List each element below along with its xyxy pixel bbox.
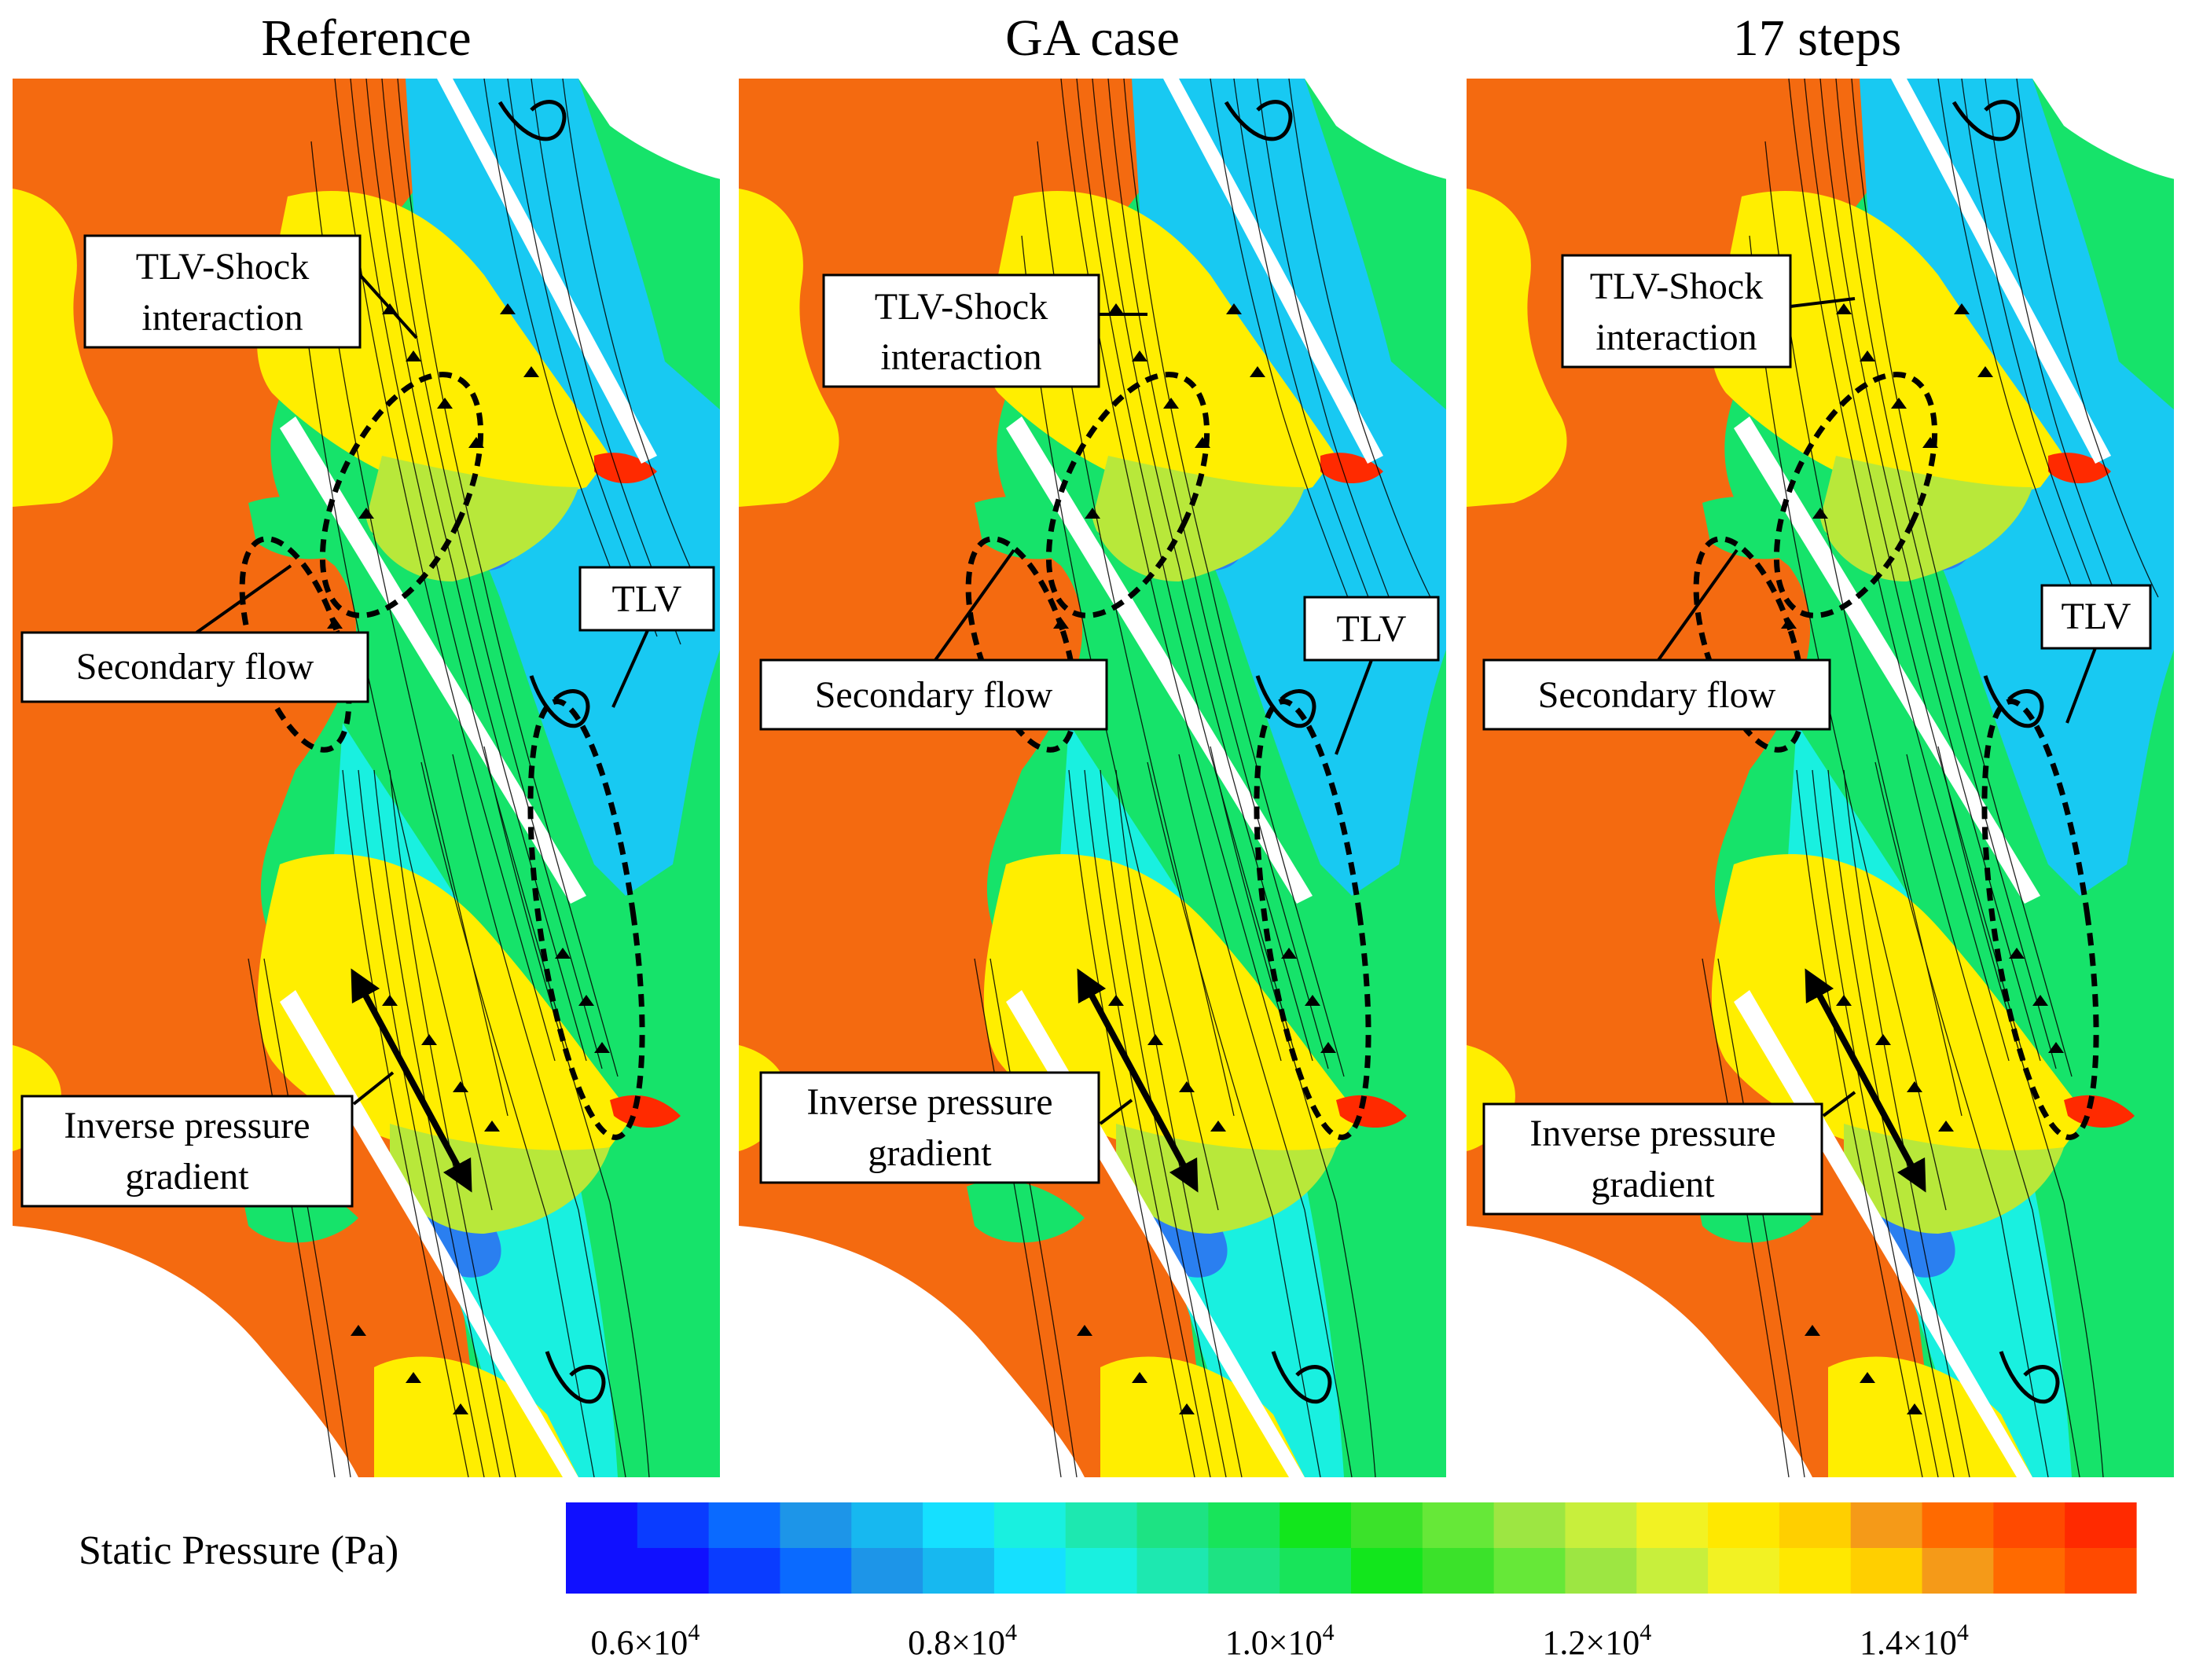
colorbar-swatch xyxy=(993,1548,1067,1594)
colorbar-ticks: 0.6×104 0.8×104 1.0×104 1.2×104 1.4×104 xyxy=(590,1619,1968,1662)
colorbar-swatch xyxy=(1065,1502,1138,1548)
colorbar-swatch xyxy=(1636,1548,1709,1594)
colorbar-swatch xyxy=(1850,1548,1923,1594)
panel-title-reference: Reference xyxy=(261,9,471,67)
colorbar-swatch xyxy=(1565,1502,1637,1548)
colorbar-swatch xyxy=(851,1548,923,1594)
colorbar-swatch xyxy=(1065,1548,1138,1594)
svg-text:TLV-Shock: TLV-Shock xyxy=(136,246,309,288)
colorbar-swatch xyxy=(1708,1548,1780,1594)
colorbar-tick-label: 1.0×104 xyxy=(1225,1619,1335,1662)
colorbar-swatch xyxy=(1351,1548,1423,1594)
colorbar xyxy=(566,1502,2137,1594)
colorbar-swatch xyxy=(1422,1548,1495,1594)
colorbar-swatch xyxy=(637,1502,710,1548)
svg-text:interaction: interaction xyxy=(141,297,303,339)
colorbar-swatch xyxy=(1708,1502,1780,1548)
svg-text:TLV: TLV xyxy=(612,578,682,620)
annotation-secondary-flow-1: Secondary flow xyxy=(20,564,369,703)
colorbar-swatch xyxy=(566,1502,638,1548)
colorbar-swatch xyxy=(1208,1548,1280,1594)
colorbar-swatch xyxy=(1280,1548,1352,1594)
colorbar-swatch xyxy=(851,1502,923,1548)
annotation-inverse-pressure-3: Inverse pressure gradient xyxy=(1482,1091,1856,1216)
colorbar-swatch xyxy=(993,1502,1067,1548)
svg-text:Inverse pressure: Inverse pressure xyxy=(64,1105,310,1146)
colorbar-swatch xyxy=(1493,1548,1566,1594)
colorbar-swatch xyxy=(1779,1502,1852,1548)
svg-text:gradient: gradient xyxy=(868,1132,992,1174)
annotation-tlv-1: TLV xyxy=(578,566,715,708)
svg-text:TLV-Shock: TLV-Shock xyxy=(875,286,1048,328)
colorbar-swatch xyxy=(1993,1548,2065,1594)
annotation-inverse-pressure-2: Inverse pressure gradient xyxy=(759,1071,1133,1184)
colorbar-swatch xyxy=(1280,1502,1352,1548)
colorbar-label: Static Pressure (Pa) xyxy=(79,1528,398,1573)
svg-text:TLV: TLV xyxy=(2062,596,2131,637)
svg-text:interaction: interaction xyxy=(880,336,1041,378)
colorbar-swatch xyxy=(1993,1502,2065,1548)
colorbar-tick-label: 1.2×104 xyxy=(1542,1619,1651,1662)
svg-text:gradient: gradient xyxy=(1591,1164,1715,1205)
colorbar-swatch xyxy=(1850,1502,1923,1548)
colorbar-swatch xyxy=(1136,1548,1209,1594)
annotation-secondary-flow-3: Secondary flow xyxy=(1482,548,1831,731)
annotation-tlv-shock-3: TLV-Shock interaction xyxy=(1561,254,1856,369)
colorbar-swatch xyxy=(780,1548,852,1594)
annotation-tlv-shock-2: TLV-Shock interaction xyxy=(822,273,1147,388)
colorbar-swatch xyxy=(708,1502,781,1548)
svg-text:gradient: gradient xyxy=(125,1156,249,1198)
colorbar-tick-label: 1.4×104 xyxy=(1860,1619,1969,1662)
colorbar-swatch xyxy=(1779,1548,1852,1594)
annotation-tlv-3: TLV xyxy=(2040,584,2152,724)
colorbar-swatch xyxy=(1422,1502,1495,1548)
colorbar-swatch xyxy=(1208,1502,1280,1548)
colorbar-swatch xyxy=(2065,1502,2137,1548)
annotation-inverse-pressure-1: Inverse pressure gradient xyxy=(20,1071,395,1208)
annotation-tlv-shock-1: TLV-Shock interaction xyxy=(83,234,418,349)
colorbar-swatch xyxy=(2065,1548,2137,1594)
svg-text:Inverse pressure: Inverse pressure xyxy=(806,1081,1052,1123)
colorbar-swatch xyxy=(566,1548,638,1594)
svg-text:TLV: TLV xyxy=(1337,608,1407,650)
colorbar-swatch xyxy=(1922,1502,1994,1548)
svg-text:Secondary flow: Secondary flow xyxy=(76,646,314,688)
svg-text:TLV-Shock: TLV-Shock xyxy=(1590,266,1763,307)
colorbar-swatch xyxy=(780,1502,852,1548)
svg-text:Inverse pressure: Inverse pressure xyxy=(1529,1113,1775,1154)
colorbar-swatch xyxy=(637,1548,710,1594)
colorbar-tick-label: 0.8×104 xyxy=(908,1619,1017,1662)
svg-text:Secondary flow: Secondary flow xyxy=(815,674,1053,716)
colorbar-swatch xyxy=(923,1548,995,1594)
colorbar-swatch xyxy=(1922,1548,1994,1594)
svg-text:interaction: interaction xyxy=(1595,317,1757,358)
colorbar-swatch xyxy=(1136,1502,1209,1548)
colorbar-swatch xyxy=(923,1502,995,1548)
annotation-tlv-2: TLV xyxy=(1303,596,1440,755)
colorbar-tick-label: 0.6×104 xyxy=(590,1619,699,1662)
panel-title-17-steps: 17 steps xyxy=(1733,9,1902,67)
panel-title-ga-case: GA case xyxy=(1005,9,1180,67)
colorbar-swatch xyxy=(708,1548,781,1594)
colorbar-swatch xyxy=(1493,1502,1566,1548)
colorbar-swatch xyxy=(1636,1502,1709,1548)
colorbar-swatch xyxy=(1565,1548,1637,1594)
svg-text:Secondary flow: Secondary flow xyxy=(1538,674,1776,716)
annotation-secondary-flow-2: Secondary flow xyxy=(759,548,1108,731)
colorbar-swatch xyxy=(1351,1502,1423,1548)
